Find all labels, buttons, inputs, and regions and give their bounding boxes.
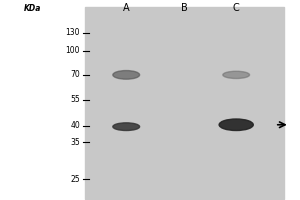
Text: 35: 35: [70, 138, 80, 147]
Ellipse shape: [219, 119, 253, 131]
Bar: [85, 7, 284, 199]
Text: 70: 70: [70, 70, 80, 79]
Ellipse shape: [113, 123, 140, 131]
Text: 100: 100: [66, 46, 80, 55]
Text: B: B: [181, 3, 188, 13]
Text: C: C: [233, 3, 240, 13]
Text: 40: 40: [70, 121, 80, 130]
Text: 55: 55: [70, 95, 80, 104]
Text: 25: 25: [70, 175, 80, 184]
Ellipse shape: [223, 71, 250, 79]
Text: 130: 130: [66, 28, 80, 37]
Text: KDa: KDa: [24, 4, 41, 13]
Text: A: A: [123, 3, 130, 13]
Ellipse shape: [113, 71, 140, 79]
